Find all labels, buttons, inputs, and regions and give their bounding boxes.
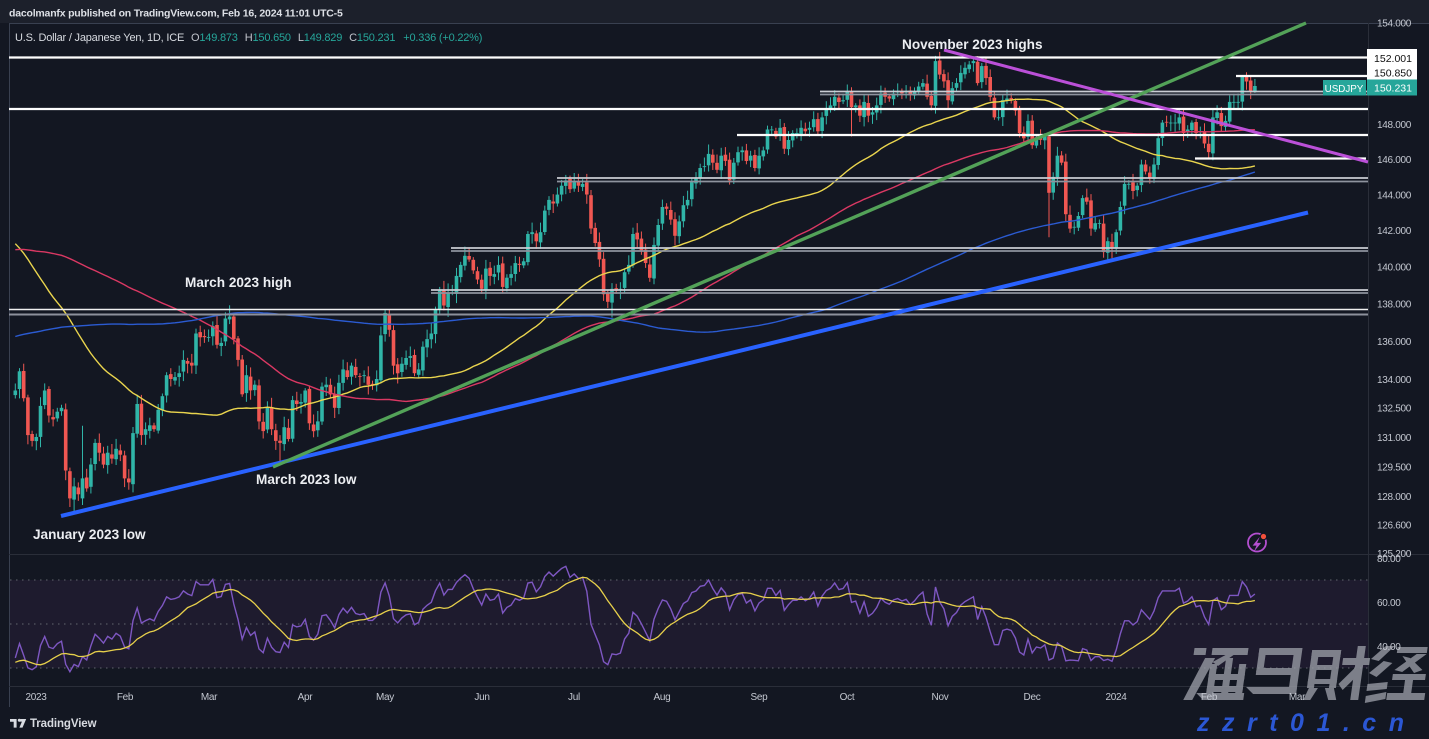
svg-text:Mar: Mar [201,692,218,703]
svg-text:Sep: Sep [751,692,769,703]
svg-text:Mar: Mar [1289,692,1306,703]
svg-text:May: May [376,692,394,703]
svg-text:zzrt01.cn: zzrt01.cn [1196,709,1416,737]
svg-text:2024: 2024 [1105,692,1127,703]
svg-text:144.000: 144.000 [1377,190,1412,201]
svg-text:Oct: Oct [840,692,855,703]
svg-text:125.200: 125.200 [1377,549,1412,560]
svg-text:132.500: 132.500 [1377,404,1412,415]
svg-text:Jun: Jun [474,692,489,703]
svg-text:134.000: 134.000 [1377,375,1412,386]
svg-text:138.000: 138.000 [1377,299,1412,310]
svg-text:Apr: Apr [298,692,314,703]
svg-text:136.000: 136.000 [1377,337,1412,348]
svg-text:March 2023 low: March 2023 low [256,472,357,487]
svg-text:140.000: 140.000 [1377,263,1412,274]
svg-text:TradingView: TradingView [30,718,97,730]
svg-text:Feb: Feb [1201,692,1218,703]
svg-text:142.000: 142.000 [1377,226,1412,237]
svg-text:154.000: 154.000 [1377,18,1412,29]
svg-text:126.600: 126.600 [1377,520,1412,531]
svg-text:152.001: 152.001 [1374,53,1412,65]
svg-text:Nov: Nov [932,692,949,703]
svg-text:dacolmanfx published on Tradin: dacolmanfx published on TradingView.com,… [9,8,343,20]
svg-text:Dec: Dec [1024,692,1041,703]
svg-text:November 2023 highs: November 2023 highs [902,37,1043,52]
svg-text:131.000: 131.000 [1377,433,1412,444]
svg-text:2023: 2023 [25,692,47,703]
svg-text:Feb: Feb [117,692,134,703]
svg-text:150.231: 150.231 [1374,83,1412,95]
svg-text:U.S. Dollar / Japanese Yen, 1D: U.S. Dollar / Japanese Yen, 1D, ICE [15,32,184,44]
svg-text:60.00: 60.00 [1377,598,1401,609]
svg-text:146.000: 146.000 [1377,155,1412,166]
svg-text:Jul: Jul [568,692,580,703]
svg-text:129.500: 129.500 [1377,462,1412,473]
svg-text:January 2023 low: January 2023 low [33,527,146,542]
svg-text:40.00: 40.00 [1377,642,1401,653]
svg-text:March 2023 high: March 2023 high [185,275,292,290]
svg-text:128.000: 128.000 [1377,492,1412,503]
svg-text:148.000: 148.000 [1377,120,1412,131]
svg-text:150.850: 150.850 [1374,68,1412,80]
svg-text:Aug: Aug [654,692,671,703]
svg-text:80.00: 80.00 [1377,554,1401,565]
svg-text:USDJPY: USDJPY [1325,84,1364,95]
